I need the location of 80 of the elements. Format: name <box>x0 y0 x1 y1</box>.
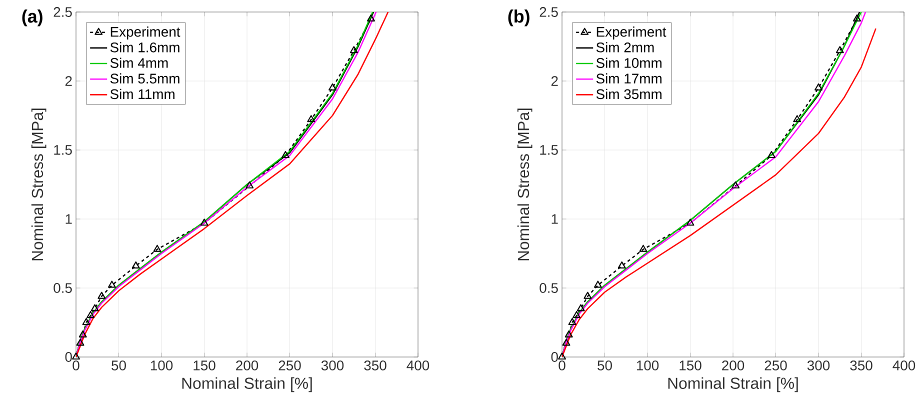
x-tick-label: 150 <box>194 360 216 370</box>
point <box>564 330 573 338</box>
x-tick-label: 350 <box>850 360 872 370</box>
legend-label: Sim 4mm <box>110 58 168 68</box>
y-tick-label: 1.5 <box>54 145 72 155</box>
x-tick-label: 300 <box>321 360 344 370</box>
y-tick-label: 0.5 <box>540 283 558 293</box>
point <box>836 46 844 54</box>
point <box>572 311 581 318</box>
chart-title: (b) <box>508 10 530 26</box>
point <box>576 304 585 312</box>
point <box>78 330 87 338</box>
x-axis-title: Nominal Strain [%] <box>668 377 798 392</box>
point <box>98 292 106 299</box>
y-tick-label: 2 <box>551 76 558 86</box>
point <box>90 304 99 312</box>
x-tick-label: 400 <box>406 360 430 370</box>
point <box>618 261 626 268</box>
x-tick-label: 100 <box>150 360 173 370</box>
legend-label: Sim 5.5mm <box>110 73 180 84</box>
point <box>686 218 694 226</box>
y-tick-label: 0.5 <box>54 283 72 293</box>
y-tick-label: 2 <box>65 76 72 86</box>
legend-label: Sim 17mm <box>596 73 662 84</box>
point <box>814 83 823 90</box>
legend-label: Experiment <box>596 26 666 40</box>
x-tick-label: 350 <box>364 360 386 370</box>
x-tick-label: 0 <box>558 360 566 370</box>
x-tick-label: 50 <box>112 360 126 370</box>
y-tick-label: 1 <box>552 214 558 224</box>
x-axis-title: Nominal Strain [%] <box>182 377 312 392</box>
legend-label: Sim 1.6mm <box>110 42 180 52</box>
y-tick-label: 0 <box>65 352 72 362</box>
point <box>793 115 802 122</box>
x-tick-label: 250 <box>764 360 787 370</box>
y-tick-label: 2.5 <box>540 7 558 17</box>
point <box>200 218 208 226</box>
y-tick-label: 2.5 <box>54 7 72 17</box>
point <box>86 311 95 318</box>
y-tick-label: 1.5 <box>540 145 558 155</box>
point <box>366 14 375 22</box>
point <box>281 150 290 158</box>
point <box>72 352 80 360</box>
point <box>108 280 116 288</box>
legend-label: Sim 35mm <box>596 88 662 100</box>
legend-label: Sim 2mm <box>596 42 654 52</box>
point <box>767 150 776 158</box>
point <box>639 244 648 252</box>
x-tick-label: 200 <box>236 360 258 370</box>
legend-label: Experiment <box>110 26 180 40</box>
point <box>76 338 84 346</box>
y-tick-label: 0 <box>551 352 558 362</box>
point <box>568 318 576 326</box>
point <box>350 46 358 54</box>
x-tick-label: 100 <box>636 360 659 370</box>
point <box>307 115 316 122</box>
point <box>328 83 337 90</box>
x-tick-label: 400 <box>892 360 916 370</box>
x-tick-label: 50 <box>598 360 612 370</box>
point <box>594 280 602 288</box>
point <box>558 352 566 360</box>
x-tick-label: 300 <box>807 360 830 370</box>
point <box>82 318 90 326</box>
y-axis-title: Nominal Stress [MPa] <box>517 108 532 260</box>
chart-title: (a) <box>22 10 42 26</box>
point <box>153 244 162 252</box>
point <box>584 292 592 299</box>
legend-label: Sim 10mm <box>596 58 662 68</box>
point <box>132 261 140 268</box>
x-tick-label: 200 <box>722 360 744 370</box>
x-tick-label: 250 <box>278 360 301 370</box>
y-tick-label: 1 <box>66 214 72 224</box>
legend-label: Sim 11mm <box>110 88 174 100</box>
point <box>562 338 570 346</box>
x-tick-label: 150 <box>680 360 702 370</box>
x-tick-label: 0 <box>72 360 80 370</box>
y-axis-title: Nominal Stress [MPa] <box>31 108 46 260</box>
point <box>852 14 861 22</box>
point <box>246 181 254 188</box>
point <box>732 181 740 188</box>
